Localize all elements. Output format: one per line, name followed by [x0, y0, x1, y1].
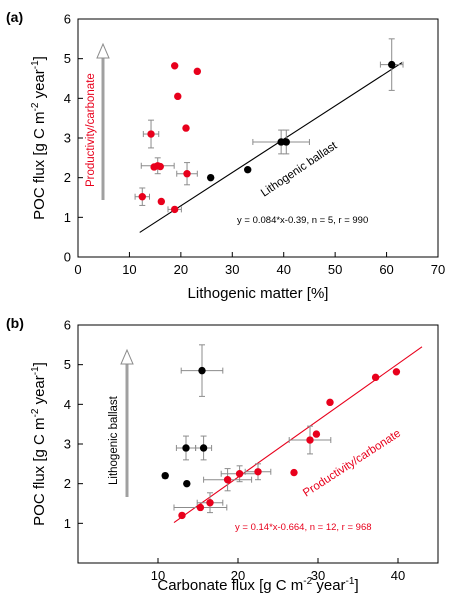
regression-line — [173, 346, 423, 523]
y-tick-label: 0 — [64, 250, 71, 265]
panel-a-arrow-head — [96, 42, 110, 59]
panel-a-label: (a) — [6, 9, 23, 25]
red-data-point — [392, 368, 401, 376]
panel-b-arrow-head — [120, 348, 134, 365]
y-tick-label: 5 — [64, 357, 71, 372]
black-data-point — [244, 166, 252, 174]
red-data-point — [156, 162, 164, 171]
y-tick-label: 3 — [64, 131, 71, 146]
y-tick-label: 6 — [64, 318, 71, 333]
x-tick-label: 10 — [122, 262, 136, 277]
black-data-point — [282, 138, 290, 146]
black-data-point — [182, 444, 190, 452]
panel-a-line-label: Lithogenic ballast — [259, 139, 340, 199]
x-tick-label: 0 — [74, 262, 81, 277]
x-tick-label: 70 — [431, 262, 445, 277]
panel-b-line-label: Productivity/carbonate — [301, 427, 403, 499]
y-tick-label: 2 — [64, 476, 71, 491]
panel-a-equation: y = 0.084*x-0.39, n = 5, r = 990 — [237, 215, 368, 226]
red-data-point — [306, 436, 314, 444]
y-tick-label: 5 — [64, 51, 71, 66]
red-data-point — [196, 503, 205, 512]
red-data-point — [206, 499, 214, 507]
x-tick-label: 40 — [391, 568, 405, 583]
x-tick-label: 40 — [276, 262, 290, 277]
x-tick-label: 50 — [328, 262, 342, 277]
panel-b-label: (b) — [6, 315, 24, 331]
red-data-point — [183, 170, 191, 178]
panel-a-fit-line — [139, 62, 403, 233]
panel-a-y-ticks: 0 1 2 3 4 5 6 — [64, 12, 83, 265]
black-data-point — [277, 138, 285, 146]
red-data-point — [147, 130, 155, 138]
y-tick-label: 2 — [64, 170, 71, 185]
panel-a-y-axis-label: POC flux [g C m-2 year-1] — [30, 56, 48, 220]
panel-b-y-ticks: 1 2 3 4 5 6 — [64, 318, 83, 531]
panel-b-x-ticks: 10 20 30 40 — [151, 558, 405, 583]
x-tick-label: 30 — [311, 568, 325, 583]
x-tick-label: 10 — [151, 568, 165, 583]
black-data-point — [161, 472, 169, 480]
red-data-point — [193, 67, 202, 76]
y-tick-label: 4 — [64, 397, 71, 412]
black-data-point — [206, 173, 215, 182]
red-data-point — [170, 205, 179, 214]
black-data-point — [183, 479, 191, 488]
red-data-point — [174, 92, 182, 101]
panel-b: (b) 10 20 30 40 1 2 3 4 5 6 Lithogenic ballast P… — [6, 315, 439, 594]
black-data-point — [199, 444, 208, 452]
panel-b-points — [161, 366, 401, 520]
panel-a-points — [138, 60, 396, 214]
panel-a-x-ticks: 0 10 20 30 40 50 60 70 — [74, 252, 445, 277]
red-data-point — [178, 511, 186, 520]
panel-b-y-axis-label: POC flux [g C m-2 year-1] — [30, 362, 48, 526]
panel-b-fit-line — [173, 346, 423, 523]
panel-a-x-axis-label: Lithogenic matter [%] — [188, 285, 329, 302]
black-data-point — [198, 366, 206, 375]
y-tick-label: 3 — [64, 437, 71, 452]
panel-b-arrow-label: Lithogenic ballast — [108, 395, 120, 485]
black-data-point — [388, 60, 396, 69]
red-data-point — [138, 193, 146, 201]
y-tick-label: 4 — [64, 91, 71, 106]
red-data-point — [182, 124, 190, 132]
x-tick-label: 60 — [379, 262, 393, 277]
red-data-point — [235, 470, 244, 478]
red-data-point — [170, 62, 179, 70]
y-tick-label: 1 — [64, 210, 71, 225]
panel-a: (a) 0 10 20 30 40 50 60 70 0 1 2 3 4 5 6 Productivity… — [6, 9, 445, 302]
x-tick-label: 20 — [231, 568, 245, 583]
y-tick-label: 6 — [64, 12, 71, 27]
x-tick-label: 30 — [225, 262, 239, 277]
panel-a-arrow-label: Productivity/carbonate — [85, 73, 97, 187]
red-data-point — [223, 476, 232, 484]
x-tick-label: 20 — [174, 262, 188, 277]
panel-b-equation: y = 0.14*x-0.664, n = 12, r = 968 — [235, 522, 372, 533]
panel-b-x-axis-label: Carbonate flux [g C m-2 year-1] — [157, 576, 358, 594]
red-data-point — [326, 398, 334, 407]
red-data-point — [157, 197, 166, 206]
red-data-point — [371, 373, 380, 382]
red-data-point — [312, 430, 321, 438]
red-data-point — [150, 163, 158, 171]
red-data-point — [290, 468, 298, 477]
regression-line — [139, 62, 403, 233]
red-data-point — [254, 468, 262, 476]
y-tick-label: 1 — [64, 516, 71, 531]
